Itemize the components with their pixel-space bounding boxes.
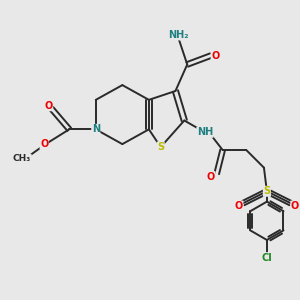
Text: O: O [291, 201, 299, 211]
Text: NH: NH [197, 127, 213, 137]
Text: O: O [207, 172, 215, 182]
Text: S: S [263, 186, 271, 196]
Text: S: S [157, 142, 164, 152]
Text: NH₂: NH₂ [168, 30, 189, 40]
Text: O: O [211, 51, 219, 61]
Text: O: O [40, 139, 48, 149]
Text: O: O [44, 101, 53, 111]
Text: N: N [92, 124, 100, 134]
Text: Cl: Cl [262, 253, 272, 263]
Text: O: O [235, 201, 243, 211]
Text: CH₃: CH₃ [13, 154, 31, 164]
